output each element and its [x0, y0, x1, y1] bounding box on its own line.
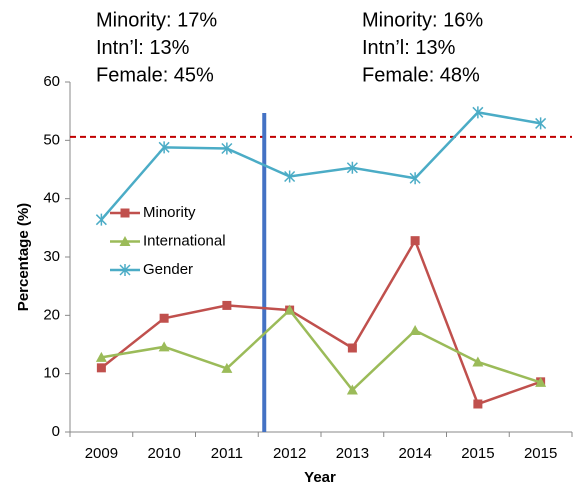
series-line [100, 110, 541, 221]
marker [158, 341, 170, 352]
x-tick-label: 2011 [211, 445, 243, 462]
marker [346, 161, 358, 174]
marker [472, 106, 484, 119]
marker [347, 343, 357, 353]
annotation: Female: 48% [362, 64, 480, 86]
marker [120, 208, 130, 218]
annotation: Intn’l: 13% [362, 37, 456, 59]
marker [221, 362, 233, 373]
marker [158, 141, 170, 154]
marker [535, 376, 547, 387]
marker [473, 399, 483, 409]
y-tick-label: 20 [43, 306, 60, 323]
marker [222, 300, 232, 310]
y-tick-label: 40 [43, 190, 60, 207]
marker [95, 213, 107, 226]
y-axis-label: Percentage (%) [15, 203, 32, 311]
marker [535, 117, 547, 130]
x-tick-label: 2015 [524, 445, 557, 462]
legend-label: International [143, 232, 226, 249]
x-tick-label: 2009 [85, 445, 118, 462]
annotation: Female: 45% [96, 64, 214, 86]
marker [284, 170, 296, 183]
marker [119, 236, 131, 246]
legend-label: Gender [143, 261, 193, 278]
marker [284, 304, 296, 315]
marker [95, 351, 107, 362]
x-axis-label: Year [304, 469, 336, 486]
marker [96, 363, 106, 373]
annotation: Minority: 16% [362, 9, 483, 31]
marker [409, 325, 421, 335]
annotation: Intn’l: 13% [96, 37, 190, 59]
annotation: Minority: 17% [96, 9, 217, 31]
series-line [100, 237, 542, 406]
marker [346, 384, 358, 395]
x-tick-label: 2014 [398, 445, 431, 462]
series-line [101, 308, 542, 392]
y-tick-label: 30 [43, 248, 60, 265]
marker [410, 236, 420, 246]
marker [119, 264, 131, 276]
y-tick-label: 60 [43, 73, 60, 90]
marker [221, 142, 233, 155]
x-tick-label: 2015 [461, 445, 494, 462]
y-tick-label: 10 [43, 365, 60, 382]
y-tick-label: 50 [43, 131, 60, 148]
x-tick-label: 2012 [273, 445, 306, 462]
x-tick-label: 2013 [336, 445, 369, 462]
marker [159, 313, 169, 323]
legend-label: Minority [143, 204, 196, 221]
x-tick-label: 2010 [147, 445, 180, 462]
marker [409, 172, 421, 185]
marker [472, 356, 484, 367]
y-tick-label: 0 [52, 423, 60, 440]
